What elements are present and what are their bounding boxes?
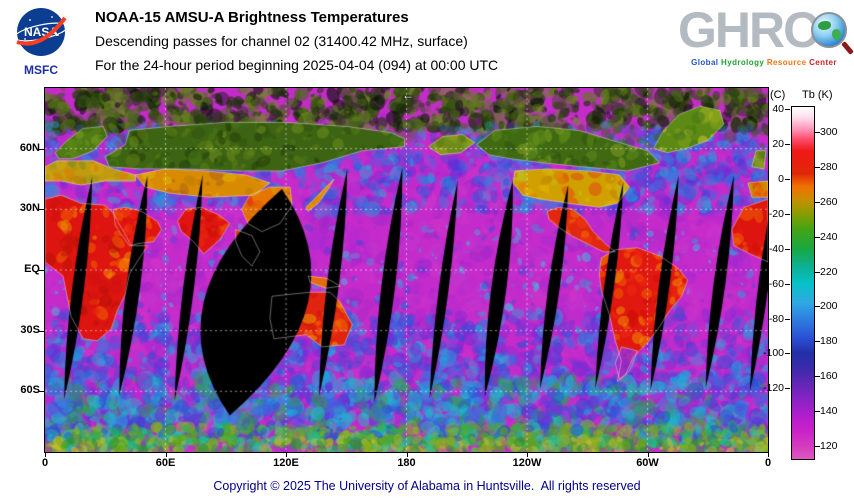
- colorbar-kelvin-tick: [815, 201, 820, 203]
- lat-tick: [39, 391, 45, 393]
- colorbar-kelvin-label-140: 140: [820, 404, 838, 417]
- lon-tick: [45, 452, 46, 457]
- magnifier-handle-icon: [841, 41, 854, 55]
- ghrc-tagline-word: Resource: [766, 58, 810, 67]
- colorbar-kelvin-tick: [815, 306, 820, 308]
- lon-tick: [527, 452, 528, 457]
- ghrc-tagline: Global Hydrology Resource Center: [678, 58, 850, 67]
- lat-tick: [39, 209, 45, 211]
- lat-label-EQ: EQ: [24, 263, 40, 275]
- lat-tick: [39, 148, 45, 150]
- lat-label-60S: 60S: [20, 384, 40, 397]
- ghrc-tagline-word: Global: [691, 58, 722, 67]
- ghrc-logo: GHRC Global Hydrology Resource Center: [678, 2, 854, 67]
- colorbar-celsius-tick: [785, 353, 790, 355]
- colorbar-kelvin-label-200: 200: [820, 300, 838, 313]
- colorbar-celsius-label--80: -80: [768, 312, 784, 325]
- colorbar-celsius-tick: [785, 214, 790, 216]
- colorbar-kelvin-label-160: 160: [820, 370, 838, 383]
- colorbar-celsius-tick: [785, 144, 790, 146]
- lon-label-0: 0: [41, 457, 49, 469]
- colorbar-kelvin-label-280: 280: [820, 160, 838, 173]
- lon-label-1: 60E: [155, 457, 176, 469]
- colorbar-kelvin-tick: [815, 341, 820, 343]
- colorbar-kelvin-tick: [815, 445, 820, 447]
- nasa-swoosh: [16, 16, 67, 46]
- ghrc-wordmark: GHRC: [678, 2, 854, 58]
- colorbar-celsius-label--60: -60: [768, 277, 784, 290]
- lat-label-60N: 60N: [19, 141, 40, 154]
- colorbar-celsius-tick: [785, 318, 790, 320]
- nasa-logo: NASA: [13, 8, 69, 56]
- colorbar-kelvin-tick: [815, 271, 820, 273]
- colorbar-kelvin-tick: [815, 376, 820, 378]
- colorbar-celsius-label--20: -20: [768, 208, 784, 221]
- lat-label-30N: 30N: [19, 202, 40, 215]
- colorbar-celsius-label-40: 40: [772, 103, 784, 116]
- colorbar-kelvin-title: Tb (K): [802, 89, 833, 101]
- colorbar-kelvin-label-240: 240: [820, 230, 838, 243]
- colorbar-kelvin-tick: [815, 410, 820, 412]
- lat-tick: [39, 270, 45, 271]
- colorbar-celsius-tick: [785, 109, 790, 111]
- colorbar-kelvin-label-180: 180: [820, 335, 838, 348]
- colorbar-kelvin-tick: [815, 236, 820, 238]
- cursor-arrow-icon: ←: [402, 88, 414, 102]
- lon-label-5: 60W: [636, 457, 659, 469]
- colorbar-celsius-tick: [785, 283, 790, 285]
- colorbar-gradient: [791, 106, 815, 460]
- lon-label-2: 120E: [273, 457, 299, 469]
- lon-label-4: 120W: [512, 457, 542, 469]
- lon-tick: [406, 452, 408, 457]
- colorbar-celsius-label--120: -120: [762, 382, 784, 395]
- colorbar-kelvin-tick: [815, 132, 820, 134]
- page-subtitle-period: For the 24-hour period beginning 2025-04…: [95, 57, 499, 73]
- lon-label-6: 0: [764, 457, 772, 469]
- colorbar-kelvin-label-300: 300: [820, 126, 838, 139]
- lon-tick: [768, 452, 769, 457]
- colorbar-celsius-tick: [785, 179, 790, 181]
- globe-icon: [811, 12, 854, 55]
- colorbar-celsius-tick: [785, 388, 790, 390]
- lon-tick: [647, 452, 649, 457]
- colorbar-kelvin-tick: [815, 166, 820, 168]
- ghrc-tagline-word: Center: [809, 58, 837, 67]
- lat-tick: [39, 330, 45, 332]
- page-title: NOAA-15 AMSU-A Brightness Temperatures: [95, 9, 409, 26]
- msfc-label: MSFC: [24, 63, 58, 77]
- colorbar-celsius-title: (C): [770, 89, 786, 101]
- ghrc-tagline-word: Hydrology: [721, 58, 767, 67]
- ghrc-letters-ghr: GHR: [678, 2, 785, 58]
- colorbar-celsius-label--40: -40: [768, 242, 784, 255]
- copyright-text: Copyright © 2025 The University of Alaba…: [213, 479, 641, 493]
- lon-tick: [286, 452, 287, 457]
- lat-label-30S: 30S: [20, 323, 40, 336]
- colorbar-celsius-label--100: -100: [762, 347, 784, 360]
- colorbar-kelvin-label-120: 120: [820, 439, 838, 452]
- colorbar-kelvin-label-260: 260: [820, 195, 838, 208]
- lon-tick: [165, 452, 167, 457]
- colorbar-kelvin-label-220: 220: [820, 265, 838, 278]
- colorbar-celsius-tick: [785, 248, 790, 250]
- colorbar-celsius-label-20: 20: [772, 138, 784, 151]
- colorbar-celsius-label-0: 0: [778, 173, 784, 186]
- brightness-temperature-map: [44, 87, 769, 453]
- lon-label-3: 180: [397, 457, 416, 469]
- page-subtitle-channel: Descending passes for channel 02 (31400.…: [95, 33, 468, 49]
